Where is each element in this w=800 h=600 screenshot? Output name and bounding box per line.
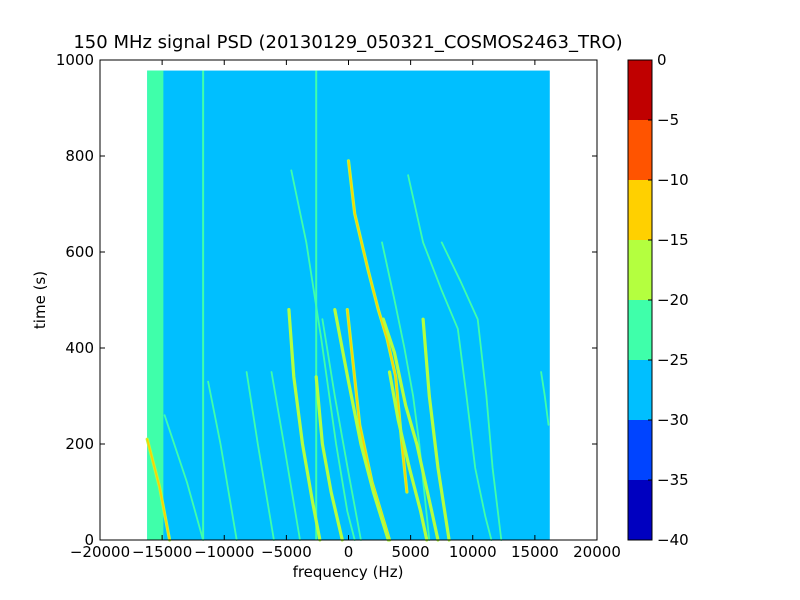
y-axis-label: time (s) [31,271,49,329]
signal-track-19 [540,371,550,426]
signal-track-2 [163,414,204,541]
y-tick-label: 800 [65,147,94,165]
colorbar-tick-label: −20 [657,291,689,309]
colorbar-segment [628,180,652,240]
x-tick-label: −10000 [194,543,254,561]
x-tick-label: 20000 [573,543,621,561]
x-tick-label: 0 [344,543,354,561]
colorbar-segment [628,120,652,180]
y-tick-label: 400 [65,339,94,357]
colorbar-segment [628,420,652,480]
signal-track-3 [207,380,238,541]
colorbar-tick-label: −30 [657,411,689,429]
y-axis-ticks: 0 200 400 600 800 1000 [56,51,597,549]
colorbar-segment [628,240,652,300]
colorbar: −40 −35 −30 −25 −20 −15 −10 −5 0 [627,51,689,549]
chart-title: 150 MHz signal PSD (20130129_050321_COSM… [73,32,622,53]
x-axis-label: frequency (Hz) [293,563,404,581]
signal-track-1 [146,438,171,541]
colorbar-segment [628,360,652,420]
colorbar-segment [628,300,652,360]
colorbar-tick-label: −5 [657,111,679,129]
signal-track-16 [407,174,493,541]
y-tick-label: 1000 [56,51,94,69]
signal-track-17 [422,318,450,541]
colorbar-tick-label: −35 [657,471,689,489]
colorbar-tick-label: −25 [657,351,689,369]
plot-area: −20000 −15000 −10000 −5000 0 5000 10000 15000 20… [56,51,621,561]
signal-track-12 [334,308,390,541]
heatmap-background [147,70,550,540]
x-axis-ticks: −20000 −15000 −10000 −5000 0 5000 10000 15000 20… [70,60,621,561]
x-tick-label: 10000 [449,543,497,561]
signal-track-15 [388,371,428,541]
colorbar-tick-label: −10 [657,171,689,189]
colorbar-segment [628,60,652,120]
signal-track-14 [382,318,439,541]
heatmap-data [145,70,550,542]
signal-track-5 [270,371,301,541]
colorbar-segment [628,480,652,540]
x-tick-label: −15000 [132,543,192,561]
x-tick-label: −5000 [261,543,312,561]
signal-track-6 [288,308,321,541]
x-tick-label: 15000 [511,543,559,561]
signal-track-8 [315,376,344,541]
x-tick-label: 5000 [392,543,430,561]
signal-track-9 [321,318,362,541]
signal-track-18 [440,241,503,541]
signal-track-4 [245,371,275,541]
colorbar-tick-label: −40 [657,531,689,549]
y-tick-label: 200 [65,435,94,453]
colorbar-tick-label: 0 [657,51,667,69]
y-tick-label: 600 [65,243,94,261]
colorbar-tick-label: −15 [657,231,689,249]
signal-track-7 [290,169,356,541]
x-tick-label: −20000 [70,543,130,561]
edge-band [147,70,164,540]
y-tick-label: 0 [84,531,94,549]
